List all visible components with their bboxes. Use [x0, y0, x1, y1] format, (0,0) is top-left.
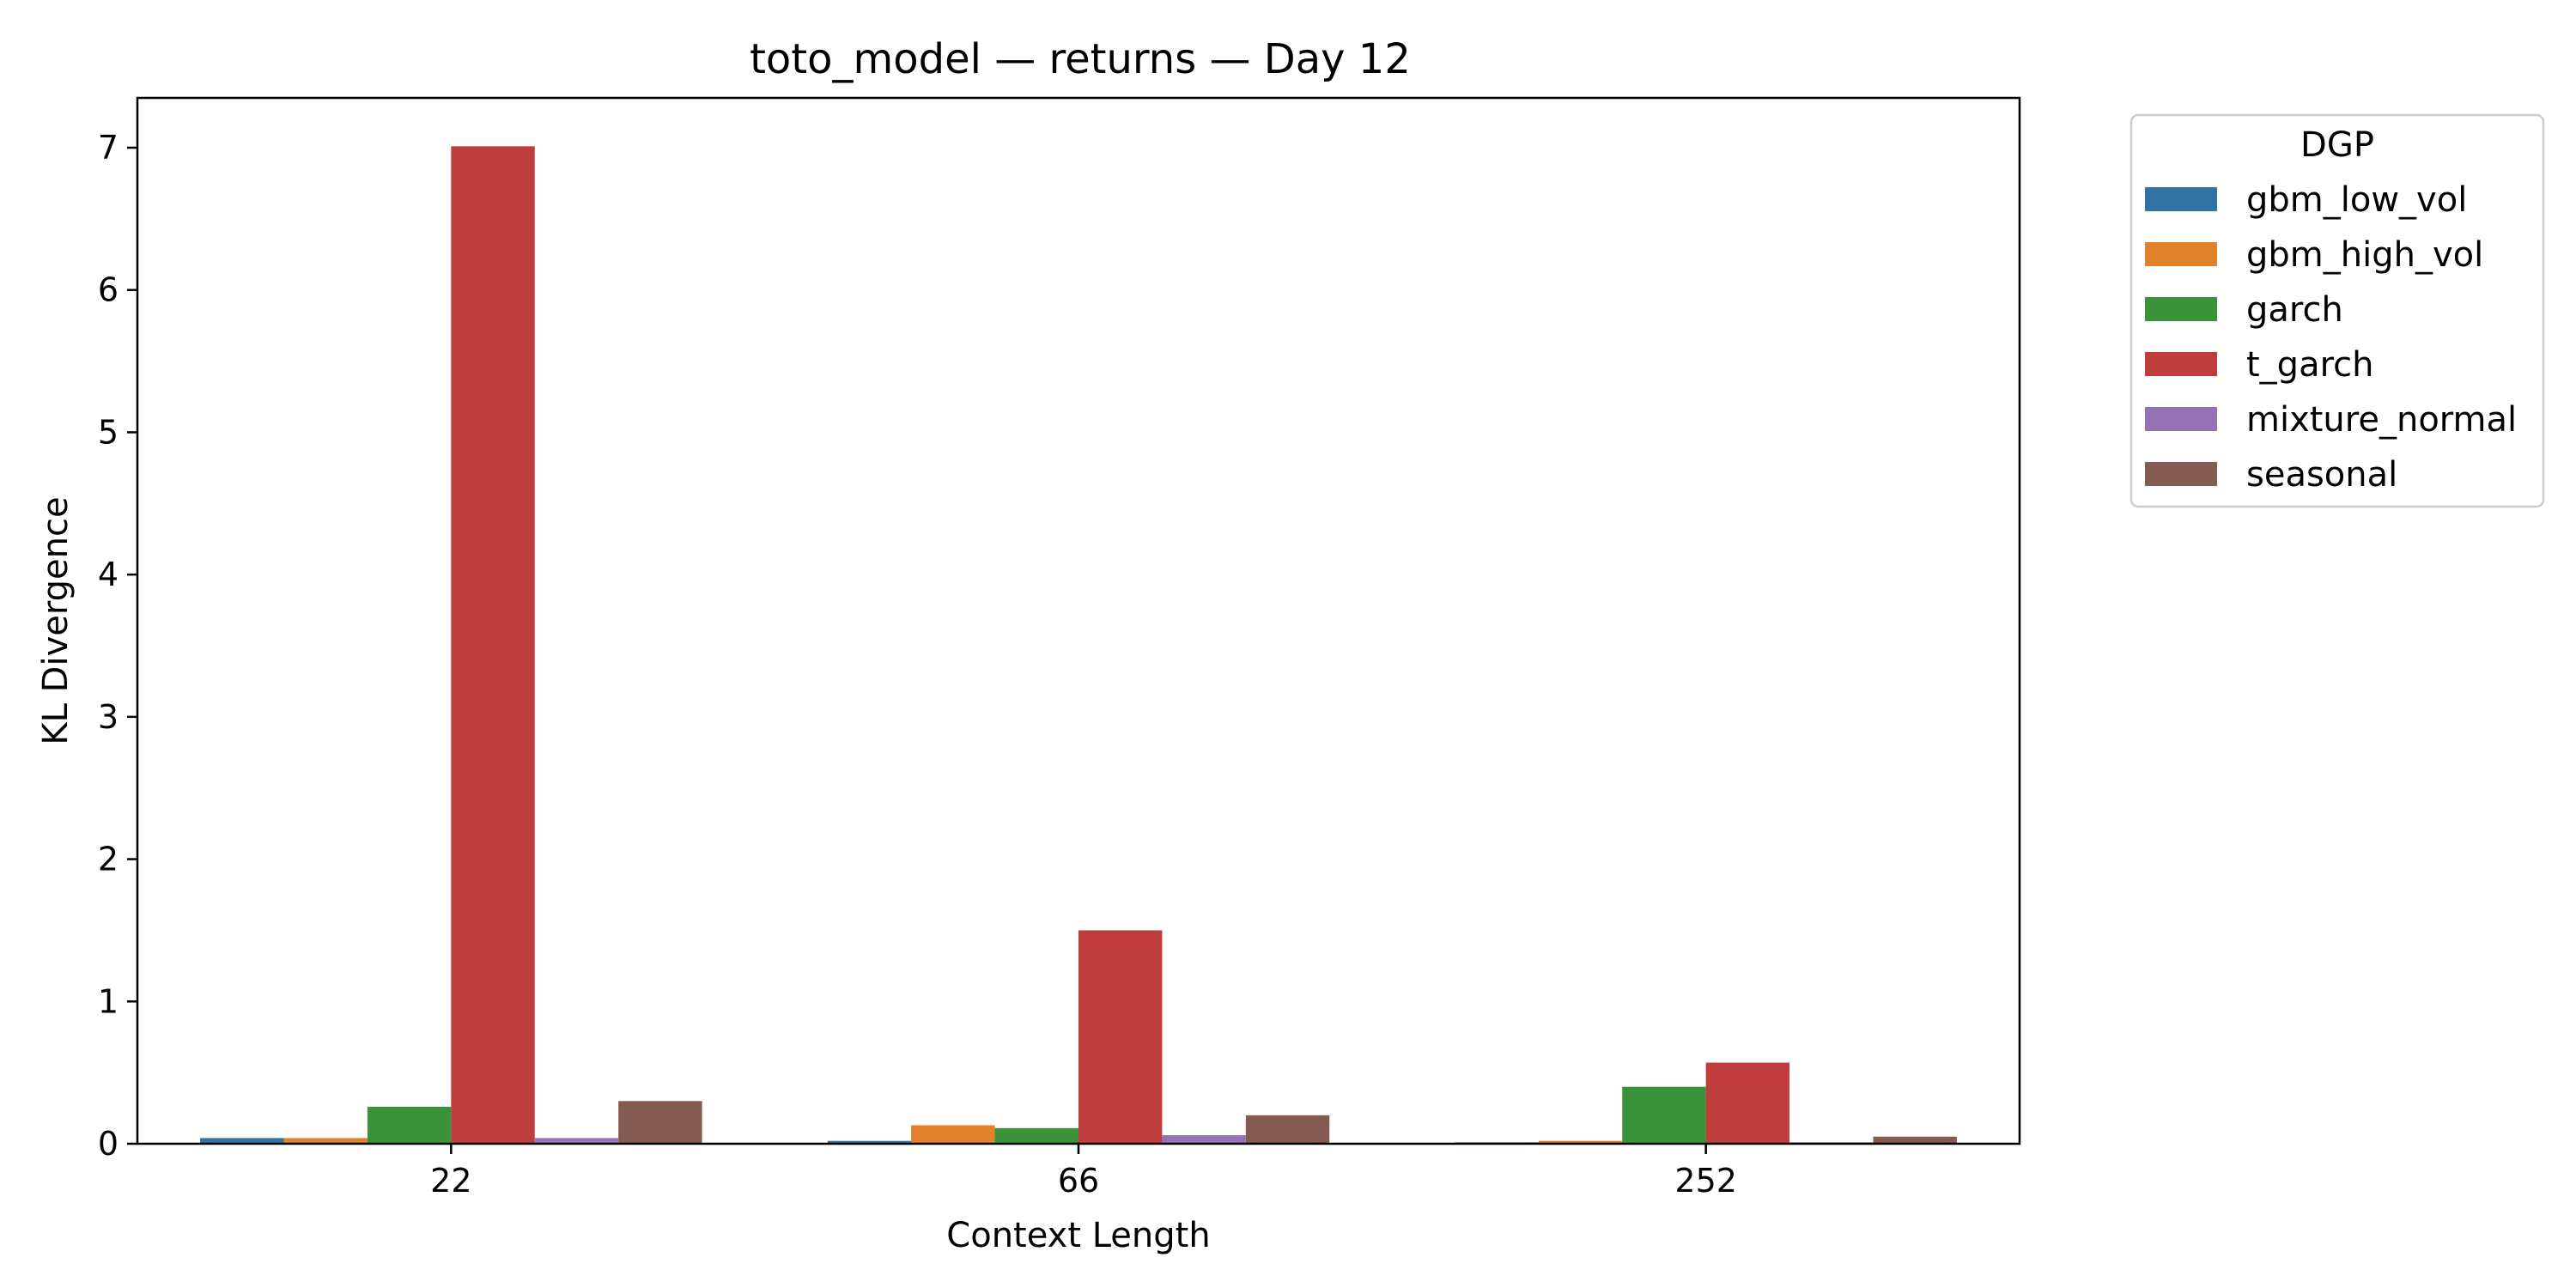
bar-seasonal-252 — [1873, 1136, 1957, 1144]
x-tick-label: 22 — [430, 1162, 471, 1200]
x-axis-label: Context Length — [946, 1216, 1210, 1255]
bar-mixture_normal-22 — [534, 1138, 619, 1144]
legend-label-mixture_normal: mixture_normal — [2246, 400, 2517, 440]
bar-t_garch-22 — [451, 146, 535, 1144]
y-axis: 0 1 2 3 4 5 6 7 — [98, 129, 137, 1163]
y-tick-label: 6 — [98, 271, 118, 309]
legend-label-gbm_low_vol: gbm_low_vol — [2246, 180, 2467, 220]
bar-gbm_high_vol-252 — [1538, 1140, 1623, 1144]
legend-swatch-gbm_high_vol — [2145, 242, 2217, 266]
x-tick-label: 66 — [1058, 1162, 1099, 1200]
legend-label-garch: garch — [2246, 290, 2343, 330]
bar-mixture_normal-66 — [1162, 1135, 1246, 1144]
legend-frame — [2129, 113, 2545, 508]
bar-gbm_low_vol-22 — [200, 1138, 284, 1144]
y-tick-label: 5 — [98, 413, 118, 451]
legend-label-gbm_high_vol: gbm_high_vol — [2246, 235, 2483, 275]
bar-garch-66 — [994, 1127, 1078, 1144]
legend-swatch-t_garch — [2145, 352, 2217, 376]
legend-swatch-mixture_normal — [2145, 407, 2217, 431]
x-axis: 22 66 252 — [430, 1144, 1737, 1200]
bar-t_garch-252 — [1705, 1062, 1790, 1144]
bar-gbm_low_vol-66 — [827, 1140, 912, 1144]
legend-swatch-seasonal — [2145, 462, 2217, 486]
legend-title: DGP — [2300, 125, 2374, 165]
bar-garch-252 — [1622, 1086, 1706, 1144]
y-tick-label: 3 — [98, 698, 118, 736]
chart-title: toto_model — returns — Day 12 — [750, 35, 1411, 83]
y-tick-label: 7 — [98, 129, 118, 167]
legend-label-seasonal: seasonal — [2246, 455, 2397, 495]
y-tick-label: 0 — [98, 1125, 118, 1163]
bar-gbm_high_vol-66 — [911, 1125, 995, 1144]
bars-group — [200, 146, 1957, 1144]
bar-gbm_high_vol-22 — [283, 1138, 368, 1144]
y-tick-label: 1 — [98, 982, 118, 1020]
y-tick-label: 2 — [98, 841, 118, 878]
bar-garch-22 — [367, 1106, 452, 1144]
legend-swatch-garch — [2145, 297, 2217, 321]
bar-seasonal-22 — [618, 1101, 702, 1144]
legend-label-t_garch: t_garch — [2246, 345, 2374, 385]
legend-swatch-gbm_low_vol — [2145, 187, 2217, 211]
y-tick-label: 4 — [98, 556, 118, 593]
bar-t_garch-66 — [1078, 930, 1163, 1144]
x-tick-label: 252 — [1674, 1162, 1737, 1200]
bar-seasonal-66 — [1245, 1115, 1330, 1144]
y-axis-label: KL Divergence — [36, 496, 76, 744]
